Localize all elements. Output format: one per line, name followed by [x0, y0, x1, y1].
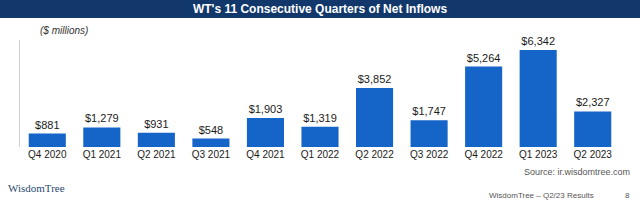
svg-text:WisdomTree – Q2/23 Results: WisdomTree – Q2/23 Results: [489, 191, 594, 200]
svg-text:Q2 2021: Q2 2021: [137, 149, 176, 160]
svg-text:Q3 2021: Q3 2021: [192, 149, 231, 160]
svg-text:WisdomTree: WisdomTree: [8, 182, 65, 194]
svg-text:$5,264: $5,264: [467, 52, 501, 64]
svg-text:Q4 2022: Q4 2022: [464, 149, 503, 160]
svg-text:Q2 2023: Q2 2023: [574, 149, 613, 160]
svg-text:Q1 2021: Q1 2021: [83, 149, 122, 160]
svg-text:$931: $931: [144, 118, 168, 130]
svg-text:Q1 2022: Q1 2022: [301, 149, 340, 160]
svg-text:$548: $548: [199, 124, 223, 136]
svg-text:$3,852: $3,852: [358, 73, 392, 85]
svg-text:Q2 2022: Q2 2022: [355, 149, 394, 160]
svg-text:Source: ir.wisdomtree.com: Source: ir.wisdomtree.com: [524, 167, 630, 177]
svg-text:$1,279: $1,279: [85, 112, 119, 124]
svg-text:$2,327: $2,327: [576, 96, 610, 108]
svg-text:($ millions): ($ millions): [40, 25, 88, 36]
svg-text:$1,903: $1,903: [249, 103, 283, 115]
svg-text:Q1 2023: Q1 2023: [519, 149, 558, 160]
svg-text:$881: $881: [35, 119, 59, 131]
svg-text:Q4 2020: Q4 2020: [28, 149, 67, 160]
svg-text:$1,319: $1,319: [303, 112, 337, 124]
svg-text:Q3 2022: Q3 2022: [410, 149, 449, 160]
svg-text:WT's 11 Consecutive Quarters o: WT's 11 Consecutive Quarters of Net Infl…: [193, 2, 448, 16]
svg-text:$1,747: $1,747: [412, 105, 446, 117]
svg-text:$6,342: $6,342: [521, 35, 555, 47]
svg-text:8: 8: [625, 191, 630, 200]
svg-text:Q4 2021: Q4 2021: [246, 149, 285, 160]
